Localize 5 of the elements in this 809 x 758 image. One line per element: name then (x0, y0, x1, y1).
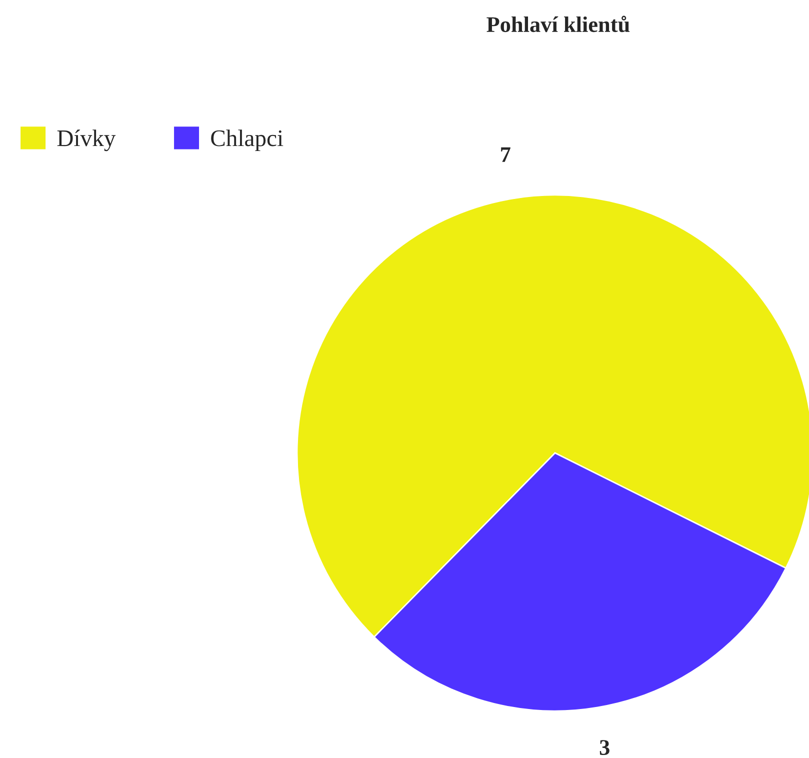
data-label: 3 (600, 740, 610, 756)
chart-title: Pohlaví klientů (486, 16, 630, 32)
legend-label: Dívky (57, 130, 116, 152)
data-label: 7 (501, 147, 510, 162)
legend-label: Chlapci (211, 130, 284, 152)
